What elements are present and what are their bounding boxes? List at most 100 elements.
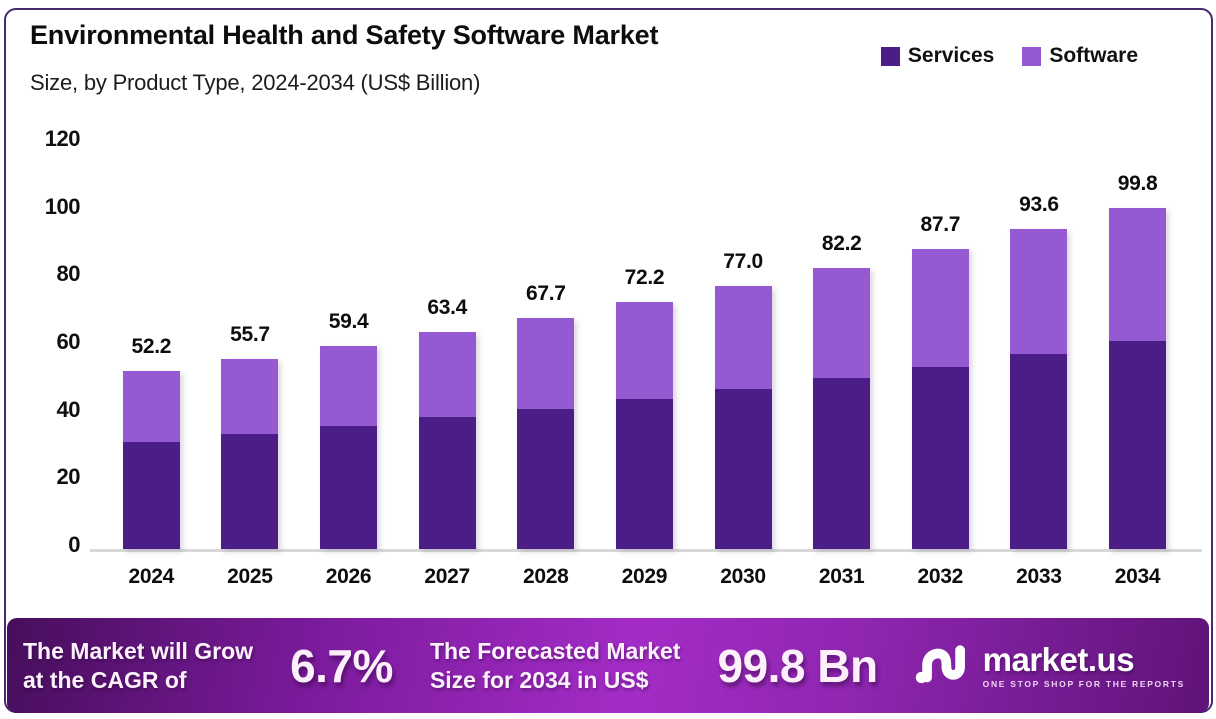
bar-total-label: 63.4 (427, 296, 468, 320)
bar-total-label: 99.8 (1117, 172, 1158, 196)
y-tick-label: 0 (68, 531, 80, 557)
x-tick-label: 2027 (424, 565, 470, 588)
bar-stack (517, 317, 575, 549)
bar-segment-software (813, 268, 871, 378)
bar-group-2030: 77.0 2030 (694, 134, 792, 588)
bar-segment-software (714, 285, 772, 389)
bar-segment-services (1010, 354, 1068, 549)
bar-total-label: 87.7 (920, 213, 961, 237)
bar-group-2026: 59.4 2026 (300, 134, 398, 588)
cagr-text-line2: at the CAGR of (23, 666, 187, 693)
bar-group-2034: 99.8 2034 (1089, 134, 1187, 588)
x-tick-label: 2033 (1016, 565, 1062, 588)
bar-total-label: 77.0 (723, 249, 763, 273)
bar-total-label: 52.2 (131, 334, 172, 358)
y-tick-label: 100 (44, 193, 81, 219)
bar-group-2031: 82.2 2031 (793, 134, 891, 588)
bars-area: 52.2 2024 55.7 2025 59.4 2026 63.4 2027 67.7 2028… (102, 134, 1187, 588)
bar-total-label: 72.2 (624, 266, 665, 290)
forecast-text-line2: Size for 2034 in US$ (429, 666, 649, 693)
bar-group-2029: 72.2 2029 (595, 134, 693, 588)
bar-stack (615, 302, 673, 549)
bar-group-2027: 63.4 2027 (398, 134, 496, 588)
bar-segment-services (221, 434, 279, 549)
bar-group-2033: 93.6 2033 (990, 134, 1088, 588)
x-tick-label: 2034 (1114, 565, 1161, 588)
bar-segment-software (221, 358, 279, 435)
legend-swatch-services (880, 46, 900, 66)
bar-stack (1010, 229, 1068, 549)
bar-segment-software (615, 302, 673, 400)
bar-group-2025: 55.7 2025 (201, 134, 299, 588)
y-tick-label: 120 (44, 126, 81, 151)
cagr-text: The Market will Grow at the CAGR of (23, 637, 253, 693)
legend-item-services: Services (880, 44, 995, 68)
x-tick-label: 2030 (720, 565, 766, 588)
bar-segment-software (122, 370, 180, 443)
bar-stack (911, 249, 969, 549)
bar-group-2032: 87.7 2032 (891, 134, 989, 588)
bar-stack (122, 370, 180, 549)
bar-segment-services (320, 426, 378, 549)
bar-stack (813, 268, 871, 549)
x-tick-label: 2025 (227, 565, 273, 588)
brand-text: market.us ONE STOP SHOP FOR THE REPORTS (983, 643, 1185, 689)
bar-group-2028: 67.7 2028 (497, 134, 595, 588)
legend-label: Services (907, 44, 995, 67)
bar-segment-services (122, 442, 180, 549)
bar-stack (418, 332, 476, 549)
bar-segment-software (1010, 229, 1068, 355)
forecast-text-line1: The Forecasted Market (429, 638, 681, 665)
bar-total-label: 59.4 (328, 310, 369, 334)
bar-stack (221, 358, 279, 549)
y-tick-label: 40 (56, 396, 81, 422)
cagr-value: 6.7% (290, 639, 393, 692)
footer-banner: The Market will Grow at the CAGR of 6.7%… (7, 618, 1209, 713)
x-tick-label: 2028 (523, 565, 569, 588)
bar-group-2024: 52.2 2024 (102, 134, 200, 588)
brand-name: market.us (982, 640, 1135, 678)
market-us-logo-icon (915, 639, 973, 692)
legend-label: Software (1049, 44, 1138, 67)
x-tick-label: 2031 (818, 565, 865, 588)
bar-stack (320, 346, 378, 549)
bar-segment-services (615, 399, 673, 549)
x-axis-line (90, 549, 1202, 552)
bar-segment-software (517, 317, 575, 409)
bar-segment-services (517, 408, 575, 549)
bar-segment-software (1109, 208, 1167, 342)
bar-total-label: 82.2 (821, 232, 862, 256)
cagr-text-line1: The Market will Grow (23, 638, 254, 665)
y-tick-label: 80 (56, 261, 81, 287)
bar-total-label: 93.6 (1019, 193, 1059, 217)
bar-total-label: 55.7 (230, 322, 270, 346)
bar-segment-services (714, 388, 772, 549)
legend-swatch-software (1022, 46, 1042, 66)
brand-tagline: ONE STOP SHOP FOR THE REPORTS (982, 678, 1185, 689)
page-subtitle: Size, by Product Type, 2024-2034 (US$ Bi… (30, 70, 481, 95)
x-tick-label: 2029 (621, 565, 668, 588)
bar-segment-software (911, 249, 969, 367)
x-tick-label: 2032 (917, 565, 964, 588)
brand-block: market.us ONE STOP SHOP FOR THE REPORTS (915, 639, 1185, 692)
bar-segment-services (813, 377, 871, 549)
bar-segment-software (320, 346, 378, 426)
y-tick-label: 20 (56, 464, 81, 490)
x-tick-label: 2024 (128, 565, 175, 588)
bar-stack (714, 285, 772, 549)
bar-total-label: 67.7 (525, 281, 566, 305)
x-tick-label: 2026 (325, 565, 372, 588)
bar-stack (1109, 208, 1167, 549)
legend: Services Software (880, 44, 1138, 68)
forecast-value: 99.8 Bn (717, 639, 878, 692)
y-tick-label: 60 (56, 328, 81, 354)
page-title: Environmental Health and Safety Software… (30, 20, 659, 50)
y-axis: 120 100 80 60 40 20 0 (20, 126, 81, 558)
bar-segment-services (911, 366, 969, 549)
legend-item-software: Software (1022, 44, 1138, 68)
forecast-text: The Forecasted Market Size for 2034 in U… (430, 637, 681, 693)
bar-segment-services (418, 417, 476, 549)
bar-segment-services (1109, 341, 1167, 549)
bar-segment-software (418, 332, 476, 418)
